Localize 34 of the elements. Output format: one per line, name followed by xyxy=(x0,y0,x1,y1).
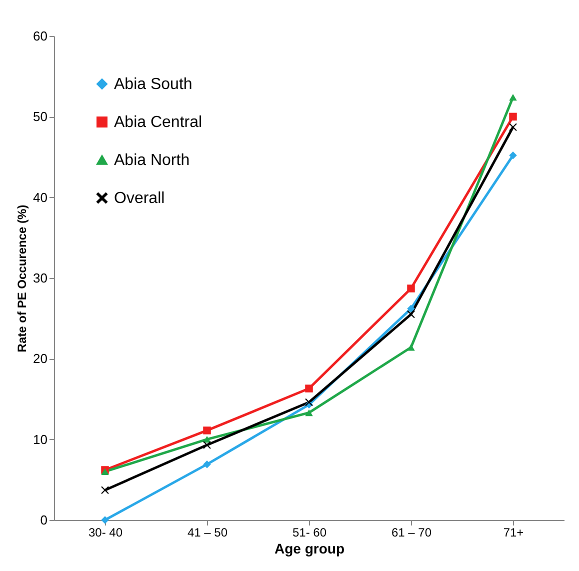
x-tick-label: 51- 60 xyxy=(292,526,327,540)
legend-label: Abia Central xyxy=(114,114,202,131)
point xyxy=(509,112,517,121)
x-axis-title: Age group xyxy=(274,540,344,556)
point xyxy=(203,441,211,449)
y-tick-label: 20 xyxy=(33,351,48,366)
point xyxy=(407,284,415,292)
y-tick-label: 10 xyxy=(33,432,48,447)
y-tick-label: 0 xyxy=(40,512,48,528)
point xyxy=(203,426,211,434)
y-tick-label: 30 xyxy=(33,270,48,286)
y-tick-label: 60 xyxy=(33,28,48,44)
legend-label: Abia North xyxy=(114,152,190,169)
y-tick-label: 40 xyxy=(33,190,48,205)
point xyxy=(305,384,313,392)
point xyxy=(101,516,109,524)
point xyxy=(101,486,109,494)
x-tick-label: 30- 40 xyxy=(88,526,123,540)
x-tick-label: 61 – 70 xyxy=(391,526,432,540)
point xyxy=(509,123,517,132)
y-axis-title: Rate of PE Occurence (%) xyxy=(15,204,30,352)
x-tick-label: 71+ xyxy=(503,526,524,540)
point xyxy=(407,310,415,318)
x-tick-label: 41 – 50 xyxy=(187,526,228,540)
legend-label: Overall xyxy=(114,190,165,207)
point xyxy=(407,344,415,351)
point xyxy=(509,94,517,101)
point xyxy=(305,398,313,406)
legend-label: Abia South xyxy=(114,76,192,93)
point xyxy=(305,409,313,416)
point xyxy=(509,152,517,160)
point xyxy=(407,304,415,313)
point xyxy=(203,460,211,468)
y-tick-label: 50 xyxy=(33,109,48,124)
